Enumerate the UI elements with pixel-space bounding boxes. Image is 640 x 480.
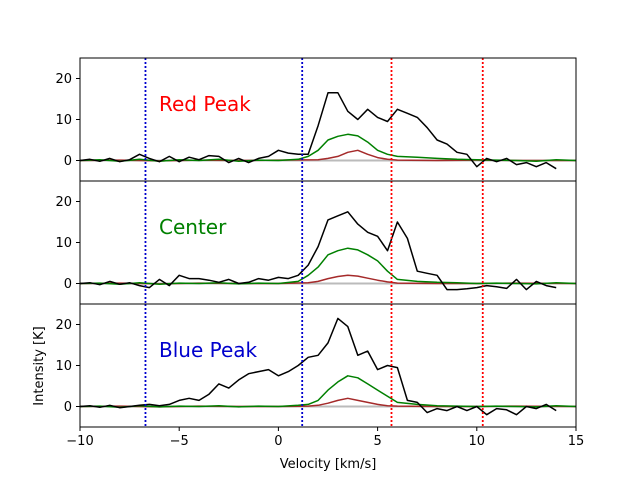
panel-3: 0 10 20 Blue Peak bbox=[55, 303, 577, 428]
y-tick-label: 10 bbox=[55, 113, 72, 128]
x-tick-label: −10 bbox=[66, 434, 93, 449]
plot-area bbox=[80, 304, 576, 427]
y-tick-label: 20 bbox=[55, 318, 72, 333]
series-line-green bbox=[80, 133, 576, 163]
plot-area bbox=[80, 181, 576, 304]
panel-label: Blue Peak bbox=[159, 338, 258, 362]
x-tick-label: 5 bbox=[373, 434, 381, 449]
panel-label: Center bbox=[159, 215, 227, 239]
panels-group: 0 10 20 Red Peak 0 10 20 Center 0 10 20 Blue Peak bbox=[55, 57, 577, 428]
x-tick-label: 10 bbox=[469, 434, 486, 449]
y-axis-title: Intensity [K] bbox=[32, 326, 47, 405]
series-line-green bbox=[80, 247, 576, 286]
series-line-black bbox=[80, 317, 557, 416]
y-tick-label: 0 bbox=[64, 400, 72, 415]
panel-2: 0 10 20 Center bbox=[55, 180, 577, 305]
series-line-black bbox=[80, 92, 557, 170]
panel-frame bbox=[79, 57, 577, 182]
y-tick-label: 20 bbox=[55, 195, 72, 210]
y-tick-label: 0 bbox=[64, 154, 72, 169]
x-axis-title: Velocity [km/s] bbox=[280, 457, 377, 472]
y-tick-label: 20 bbox=[55, 72, 72, 87]
x-tick-label: 15 bbox=[568, 434, 585, 449]
x-tick-label: 0 bbox=[274, 434, 282, 449]
series-line-black bbox=[80, 211, 557, 291]
y-tick-label: 10 bbox=[55, 236, 72, 251]
x-tick-label: −5 bbox=[170, 434, 189, 449]
x-axis: −10 −5 0 5 10 15 bbox=[66, 427, 584, 449]
plot-area bbox=[80, 58, 576, 181]
y-tick-label: 10 bbox=[55, 359, 72, 374]
panel-label: Red Peak bbox=[159, 92, 251, 116]
panel-frame bbox=[79, 180, 577, 305]
panel-1: 0 10 20 Red Peak bbox=[55, 57, 577, 182]
y-tick-label: 0 bbox=[64, 277, 72, 292]
